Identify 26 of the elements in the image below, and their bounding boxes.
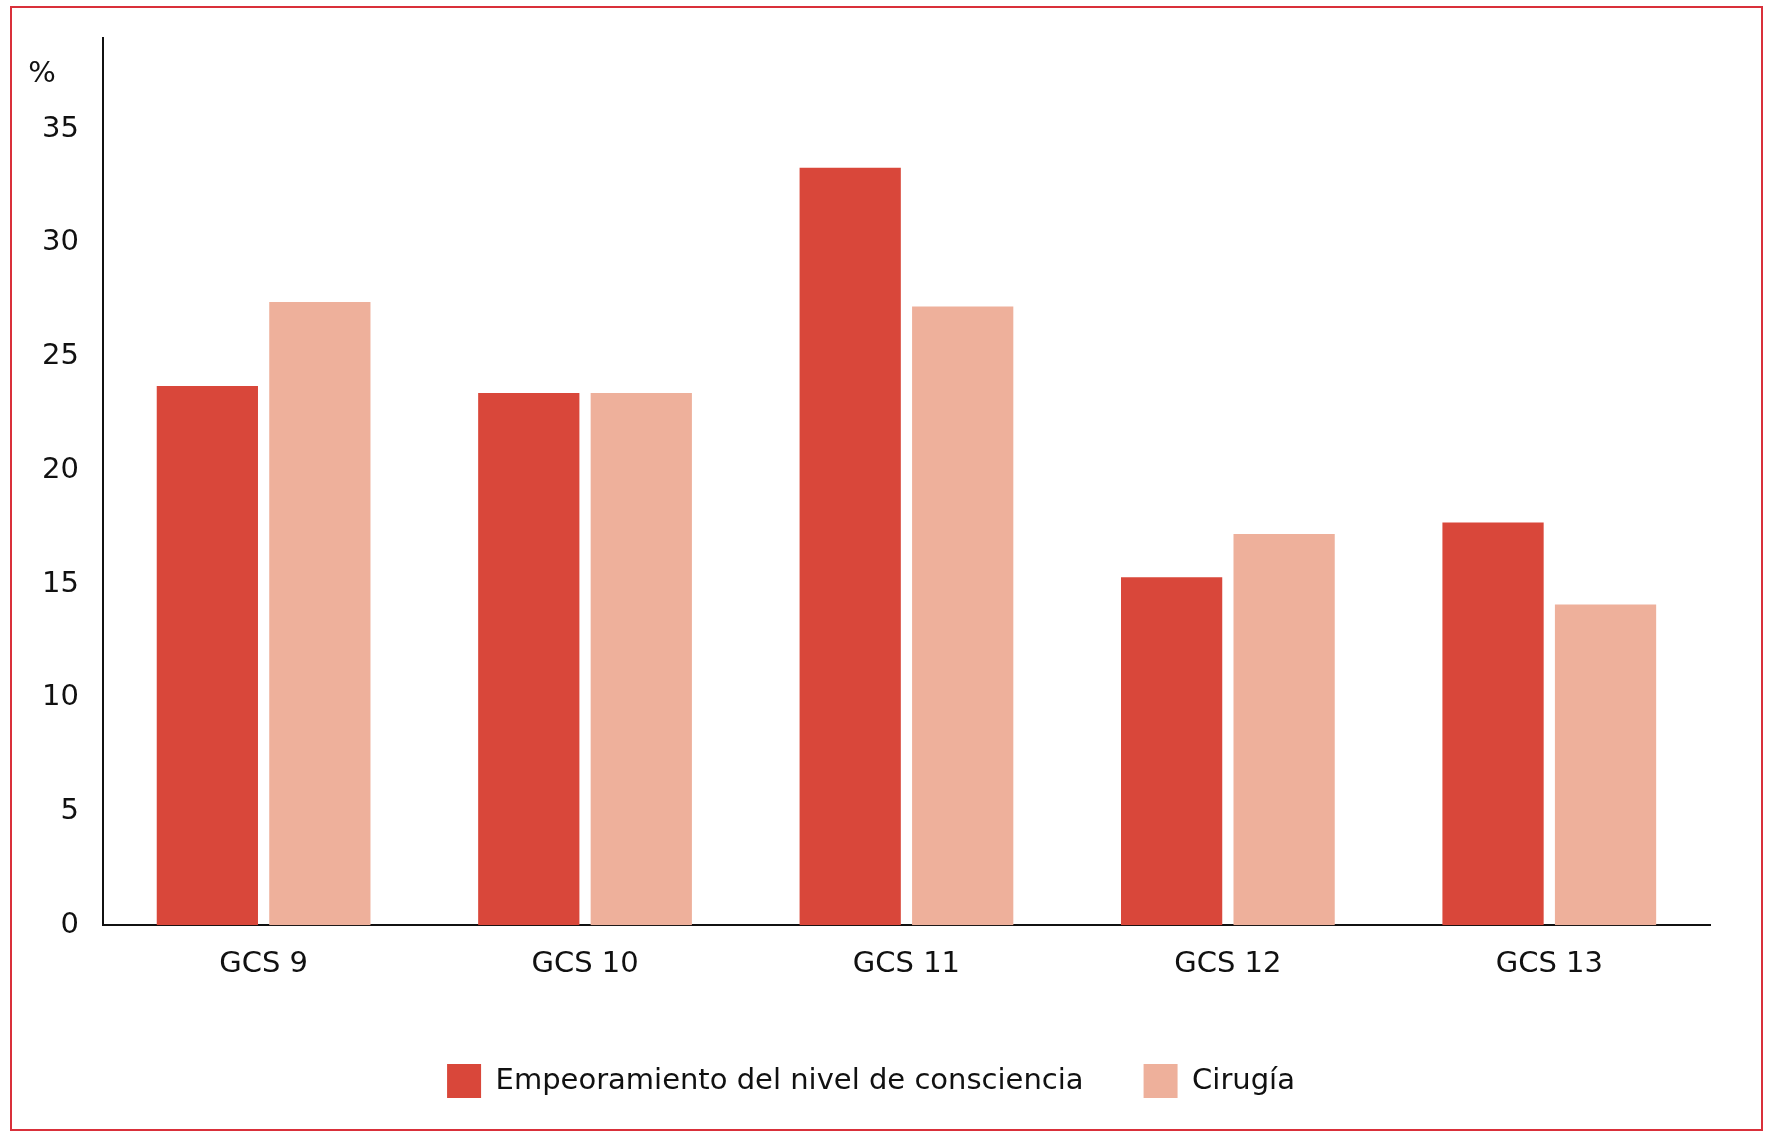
bar: [799, 167, 901, 926]
y-tick-label: 35: [42, 109, 79, 144]
y-tick-label: 10: [42, 678, 79, 713]
x-tick-label: GCS 9: [219, 945, 309, 980]
bar: [1554, 604, 1657, 926]
x-tick-label: GCS 12: [1174, 945, 1282, 980]
y-tick-label: 25: [42, 337, 79, 372]
legend-label: Cirugía: [1192, 1061, 1295, 1096]
bar: [478, 392, 580, 926]
y-axis-title: %: [28, 54, 56, 89]
bar: [1442, 522, 1544, 926]
legend-label: Empeoramiento del nivel de consciencia: [495, 1061, 1084, 1096]
y-tick-label: 15: [42, 564, 79, 599]
x-tick-label: GCS 11: [852, 945, 961, 980]
bar: [590, 392, 692, 926]
bar: [1233, 533, 1335, 926]
y-tick-label: 30: [42, 223, 79, 258]
x-tick-label: GCS 10: [531, 945, 639, 980]
y-tick-label: 0: [60, 905, 79, 940]
bar: [156, 386, 258, 926]
y-tick-label: 20: [42, 450, 79, 485]
x-tick-label: GCS 13: [1495, 945, 1603, 980]
bar: [1121, 577, 1223, 926]
bar: [269, 301, 371, 926]
bar: [912, 306, 1014, 926]
y-tick-label: 5: [60, 791, 79, 826]
